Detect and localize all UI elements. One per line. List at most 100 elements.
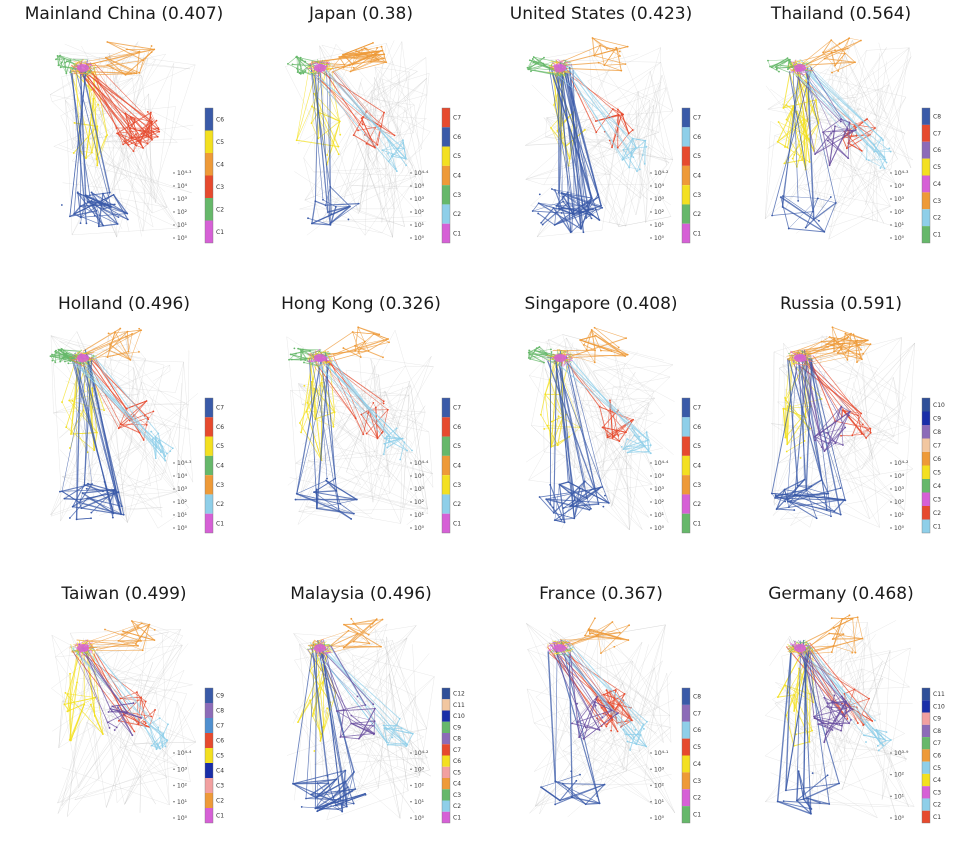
colorbar-label: C1: [693, 230, 701, 237]
colorbar-segment: [682, 185, 690, 204]
colorbar-label: C7: [933, 740, 941, 747]
colorbar-segment: [205, 437, 213, 456]
size-tick-label: 10⁰: [894, 525, 905, 532]
colorbar-label: C1: [453, 814, 461, 821]
size-tick-label: 10²: [414, 209, 425, 216]
colorbar-segment: [682, 456, 690, 475]
size-tick-label: 10⁴: [177, 183, 188, 190]
colorbar-segment: [442, 224, 450, 243]
colorbar-segment: [922, 209, 930, 226]
colorbar-label: C3: [453, 192, 461, 199]
size-tick-label: 10⁰: [414, 525, 425, 532]
colorbar-segment: [205, 198, 213, 221]
colorbar-label: C6: [453, 758, 461, 765]
colorbar-segment: [205, 398, 213, 417]
colorbar-segment: [682, 722, 690, 739]
colorbar-segment: [442, 733, 450, 744]
colorbar-label: C2: [693, 211, 701, 218]
colorbar-segment: [922, 506, 930, 520]
size-tick-label: 10⁰: [654, 235, 665, 242]
size-tick-label: 10³: [654, 766, 665, 773]
colorbar-segment: [922, 125, 930, 142]
colorbar-segment: [205, 153, 213, 176]
colorbar-segment: [442, 185, 450, 204]
size-tick-label: 10³: [654, 196, 665, 203]
colorbar-label: C7: [933, 130, 941, 137]
colorbar-segment: [205, 417, 213, 436]
size-tick-label: 10³: [654, 486, 665, 493]
colorbar-segment: [682, 224, 690, 243]
colorbar-label: C4: [933, 483, 941, 490]
size-tick-label: 10⁴·²: [894, 460, 909, 467]
colorbar-label: C5: [693, 744, 701, 751]
size-tick-label: 10⁴·³: [894, 170, 909, 177]
size-tick-label: 10³: [894, 486, 905, 493]
colorbar-label: C5: [453, 769, 461, 776]
colorbar-label: C4: [216, 463, 224, 470]
colorbar-segment: [205, 475, 213, 494]
size-tick-label: 10⁰: [414, 235, 425, 242]
colorbar-label: C6: [693, 727, 701, 734]
colorbar-label: C2: [933, 802, 941, 809]
colorbar-segment: [442, 767, 450, 778]
size-tick-label: 10²: [177, 783, 188, 790]
colorbar-label: C6: [693, 424, 701, 431]
colorbar-segment: [442, 801, 450, 812]
colorbar-label: C5: [933, 469, 941, 476]
colorbar-segment: [442, 108, 450, 127]
colorbar-segment: [682, 475, 690, 494]
colorbar-label: C8: [453, 736, 461, 743]
colorbar-segment: [205, 703, 213, 718]
colorbar-label: C4: [693, 761, 701, 768]
colorbar-label: C10: [453, 713, 465, 720]
size-tick-label: 10⁴·⁴: [414, 170, 429, 177]
colorbar-label: C1: [453, 230, 461, 237]
colorbar-label: C3: [453, 482, 461, 489]
colorbar-segment: [442, 756, 450, 767]
colorbar-label: C6: [216, 424, 224, 431]
colorbar-segment: [922, 466, 930, 480]
colorbar-label: C8: [933, 728, 941, 735]
colorbar-label: C1: [933, 232, 941, 239]
colorbar-label: C6: [453, 134, 461, 141]
size-tick-label: 10⁰: [177, 815, 188, 822]
colorbar-label: C8: [693, 693, 701, 700]
colorbar-label: C9: [453, 724, 461, 731]
colorbar-segment: [922, 786, 930, 798]
size-tick-label: 10³: [414, 196, 425, 203]
colorbar-label: C9: [216, 693, 224, 700]
colorbar-label: C2: [216, 206, 224, 213]
colorbar-label: C6: [453, 424, 461, 431]
colorbar-segment: [682, 739, 690, 756]
colorbar-segment: [922, 192, 930, 209]
colorbar-label: C5: [933, 164, 941, 171]
colorbar-label: C3: [453, 792, 461, 799]
size-tick-label: 10⁴·²: [654, 170, 669, 177]
network-graph: 10⁰10¹10²10³10⁴10⁴·²C10C9C8C7C6C5C4C3C2C…: [725, 290, 957, 570]
colorbar-segment: [682, 806, 690, 823]
size-tick-label: 10³·⁹: [894, 750, 909, 757]
colorbar-label: C3: [933, 789, 941, 796]
colorbar-segment: [682, 705, 690, 722]
colorbar-segment: [682, 789, 690, 806]
colorbar-segment: [922, 142, 930, 159]
colorbar-label: C9: [933, 415, 941, 422]
size-tick-label: 10⁴: [414, 473, 425, 480]
colorbar-label: C1: [933, 814, 941, 821]
colorbar-segment: [442, 127, 450, 146]
size-tick-label: 10²: [894, 772, 905, 779]
colorbar-segment: [922, 737, 930, 749]
colorbar-segment: [442, 147, 450, 166]
